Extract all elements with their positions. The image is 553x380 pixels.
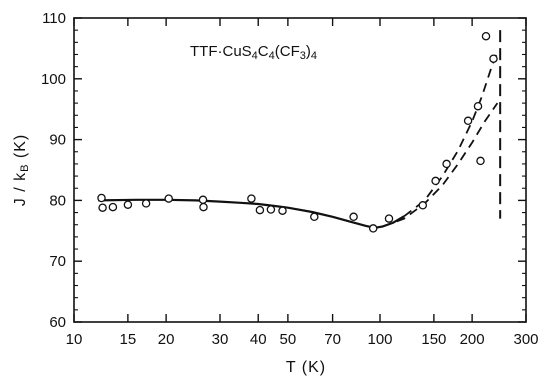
- data-point: [310, 212, 319, 222]
- data-point: [489, 54, 498, 63]
- x-tick-label: 70: [324, 331, 341, 348]
- fit-curve-dashed-upper: [403, 51, 499, 217]
- data-point: [255, 205, 265, 215]
- data-point: [198, 195, 208, 205]
- y-tick-label: 90: [49, 132, 66, 149]
- data-point: [463, 116, 473, 126]
- data-point: [431, 176, 440, 186]
- data-point: [473, 101, 483, 111]
- y-tick-label: 60: [49, 314, 66, 331]
- plot-frame: [73, 17, 527, 323]
- y-axis-title: J / kB (K): [12, 134, 31, 206]
- x-tick-label: 100: [367, 331, 392, 348]
- x-tick-label: 50: [280, 331, 297, 348]
- x-tick-label: 15: [120, 331, 137, 348]
- data-point: [98, 203, 107, 212]
- y-tick-label: 100: [41, 71, 66, 88]
- data-point: [476, 156, 485, 166]
- data-point: [266, 205, 276, 214]
- x-tick-label: 200: [460, 331, 485, 348]
- data-point: [418, 201, 428, 210]
- x-tick-label: 150: [421, 331, 446, 348]
- scatter-points: [97, 31, 498, 233]
- data-point: [199, 202, 208, 212]
- x-tick-label: 40: [250, 331, 267, 348]
- data-point: [349, 212, 358, 222]
- tick-marks: [73, 17, 527, 323]
- data-point: [368, 224, 378, 233]
- x-tick-label: 20: [158, 331, 175, 348]
- data-point: [164, 194, 173, 203]
- y-tick-label: 110: [42, 10, 66, 27]
- annotation-label: TTF·CuS4C4(CF3)4: [190, 43, 317, 62]
- data-point: [141, 199, 151, 208]
- tick-labels: 10 15 20 30 40 50 70 100 150 200 300 60 70 80 90 100 110: [41, 10, 539, 348]
- y-tick-label: 80: [49, 192, 66, 209]
- data-point: [481, 31, 491, 41]
- x-tick-label: 10: [66, 331, 83, 348]
- data-point: [97, 193, 106, 203]
- data-point: [384, 214, 394, 223]
- data-point: [442, 159, 451, 169]
- data-point: [247, 194, 256, 203]
- data-point: [278, 206, 287, 215]
- y-tick-label: 70: [49, 253, 66, 270]
- x-tick-label: 30: [212, 331, 229, 348]
- data-point: [108, 202, 118, 212]
- x-tick-label: 300: [513, 331, 538, 348]
- x-axis-title: T (K): [286, 359, 326, 376]
- data-point: [123, 200, 133, 209]
